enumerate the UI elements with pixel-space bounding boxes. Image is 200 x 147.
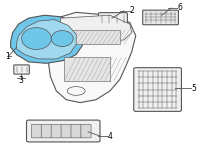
Circle shape <box>22 28 51 50</box>
FancyBboxPatch shape <box>14 65 29 74</box>
FancyBboxPatch shape <box>27 120 100 142</box>
FancyBboxPatch shape <box>98 13 127 25</box>
FancyBboxPatch shape <box>51 124 61 138</box>
FancyBboxPatch shape <box>31 124 41 138</box>
Text: 1: 1 <box>5 52 10 61</box>
Polygon shape <box>60 15 132 41</box>
FancyBboxPatch shape <box>71 124 81 138</box>
FancyBboxPatch shape <box>134 68 181 111</box>
Text: 6: 6 <box>177 4 182 12</box>
FancyBboxPatch shape <box>41 124 51 138</box>
FancyBboxPatch shape <box>64 57 110 81</box>
FancyBboxPatch shape <box>68 30 120 44</box>
Text: 3: 3 <box>18 76 23 85</box>
Polygon shape <box>17 20 76 59</box>
Text: 4: 4 <box>107 132 112 141</box>
FancyBboxPatch shape <box>143 10 178 25</box>
Circle shape <box>51 31 73 47</box>
Text: 2: 2 <box>129 6 134 15</box>
FancyBboxPatch shape <box>61 124 71 138</box>
Polygon shape <box>11 15 84 63</box>
Polygon shape <box>48 12 136 103</box>
Text: 5: 5 <box>191 83 196 93</box>
Ellipse shape <box>67 87 85 95</box>
FancyBboxPatch shape <box>81 124 91 138</box>
